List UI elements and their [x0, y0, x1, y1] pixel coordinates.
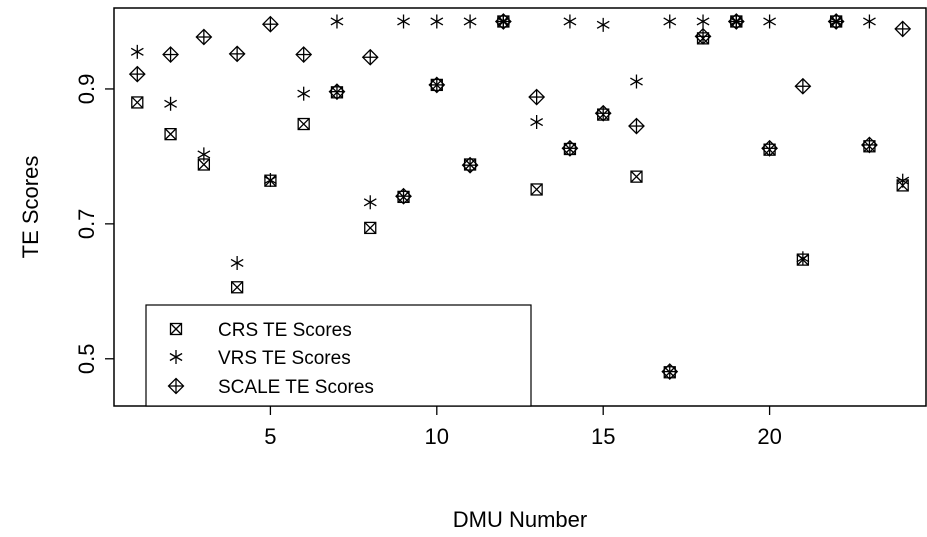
data-point	[596, 17, 610, 32]
data-point	[630, 74, 643, 89]
legend-label: SCALE TE Scores	[218, 377, 374, 398]
data-point	[563, 14, 577, 29]
data-point	[297, 117, 310, 131]
data-point	[128, 65, 146, 83]
data-point	[861, 136, 878, 154]
data-point	[228, 45, 246, 63]
data-point	[896, 173, 910, 188]
legend-marker	[167, 377, 185, 395]
data-point	[230, 281, 244, 294]
data-point	[361, 48, 379, 66]
data-point	[661, 363, 679, 381]
data-point	[594, 104, 612, 122]
data-point	[630, 170, 643, 183]
y-tick-label: 0.5	[74, 343, 99, 374]
data-point	[628, 117, 645, 135]
legend-label: VRS TE Scores	[218, 348, 351, 369]
data-point	[130, 44, 144, 59]
data-point	[494, 13, 512, 30]
data-point	[528, 88, 546, 106]
data-point	[162, 46, 179, 63]
legend-marker	[169, 322, 183, 336]
data-point	[694, 27, 712, 45]
data-point	[395, 187, 412, 205]
data-point	[561, 139, 579, 157]
x-tick-label: 15	[591, 424, 615, 449]
legend-marker	[169, 350, 183, 364]
data-point	[397, 14, 410, 29]
data-point	[428, 76, 446, 94]
data-point	[261, 15, 279, 33]
y-axis-title: TE Scores	[18, 156, 43, 259]
data-point	[295, 46, 313, 63]
data-point	[696, 14, 710, 29]
y-tick-label: 0.9	[74, 74, 99, 105]
data-point	[461, 156, 479, 174]
data-point	[328, 83, 346, 101]
data-point	[827, 13, 845, 30]
series-asterisk	[130, 14, 910, 270]
data-point	[363, 195, 377, 210]
x-tick-label: 10	[425, 424, 449, 449]
legend-item: CRS TE Scores	[169, 320, 352, 341]
x-axis-title: DMU Number	[453, 507, 587, 532]
data-point	[197, 147, 211, 162]
data-point	[530, 183, 543, 196]
data-point	[297, 86, 311, 101]
legend-item: SCALE TE Scores	[167, 377, 374, 398]
data-point	[330, 14, 344, 29]
data-point	[796, 251, 810, 266]
data-point	[863, 14, 876, 29]
data-point	[131, 96, 144, 109]
data-points	[128, 13, 912, 381]
data-point	[463, 14, 477, 29]
data-point	[663, 14, 677, 29]
x-axis: 5 10 15 20	[264, 406, 782, 449]
data-point	[263, 173, 277, 188]
data-point	[364, 221, 377, 235]
data-point	[761, 139, 779, 157]
data-point	[530, 115, 544, 130]
data-point	[164, 96, 177, 111]
legend-box	[145, 304, 532, 407]
data-point	[430, 14, 444, 29]
data-point	[894, 20, 912, 38]
data-point	[164, 127, 177, 141]
legend: CRS TE Scores VRS TE Scores SCALE TE Score…	[145, 304, 532, 407]
data-point	[230, 255, 244, 270]
legend-item: VRS TE Scores	[169, 348, 351, 369]
data-point	[794, 77, 812, 95]
x-tick-label: 20	[757, 424, 781, 449]
legend-label: CRS TE Scores	[218, 320, 352, 341]
series-diamond-plus	[128, 13, 912, 381]
y-tick-label: 0.7	[74, 209, 99, 240]
data-point	[727, 13, 745, 30]
y-axis: 0.5 0.7 0.9	[74, 74, 114, 374]
data-point	[195, 28, 213, 46]
data-point	[763, 14, 777, 29]
x-tick-label: 5	[264, 424, 276, 449]
